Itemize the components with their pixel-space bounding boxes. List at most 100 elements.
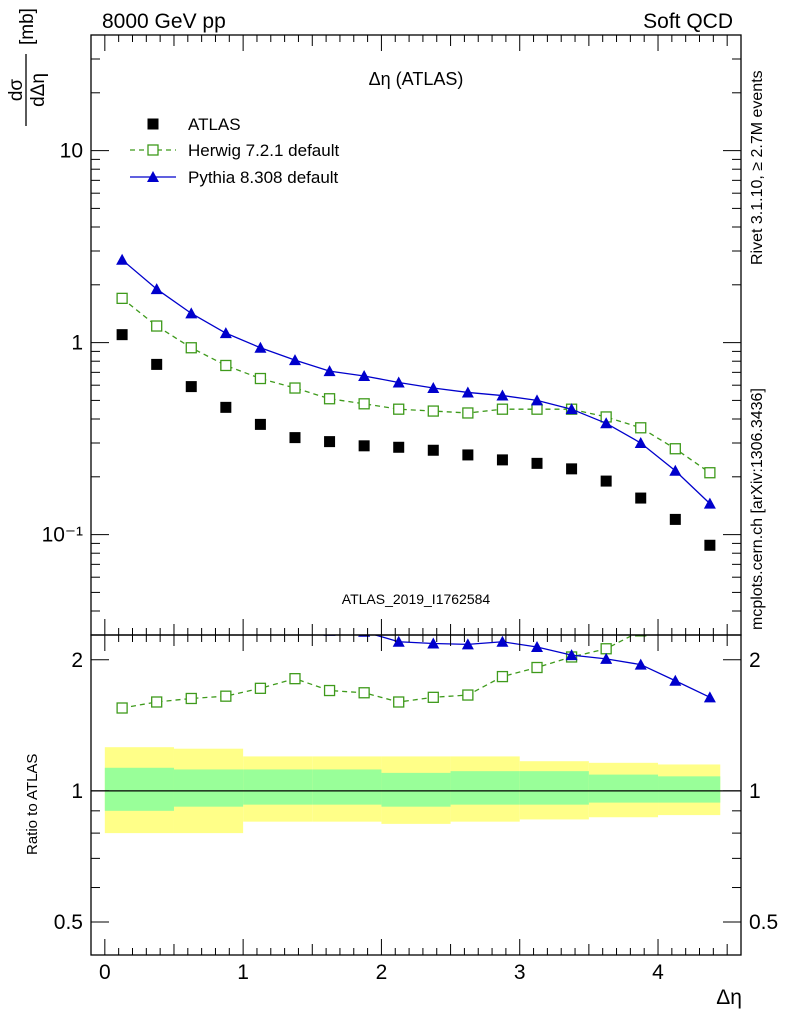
legend-label: Herwig 7.2.1 default	[188, 141, 339, 160]
main-atlas-point	[496, 454, 508, 466]
ratio-herwig-point	[116, 702, 128, 714]
main-atlas-point	[566, 463, 578, 475]
ratio-pythia-point	[254, 613, 266, 624]
ratio-herwig-point	[254, 682, 267, 694]
ratio-herwig-point	[151, 696, 163, 708]
main-pythia-point	[703, 497, 716, 509]
main-pythia-point	[288, 354, 301, 366]
ratio-band-inner	[243, 769, 313, 805]
main-atlas-point	[462, 449, 474, 461]
x-tick-label: 1	[237, 961, 249, 984]
main-ylabel: dσ dΔη [mb]	[6, 8, 49, 126]
main-pythia-point	[358, 369, 371, 381]
main-atlas-point	[220, 401, 232, 413]
ratio-pythia-point	[151, 613, 163, 624]
ratio-herwig-point	[220, 690, 232, 702]
ratio-pythia-point	[496, 635, 509, 647]
x-tick-label: 0	[99, 961, 111, 984]
main-pythia-point	[634, 436, 647, 448]
main-atlas-point	[669, 513, 681, 525]
main-atlas-point	[254, 418, 266, 430]
ratio-herwig-point	[185, 692, 197, 705]
main-pythia-point	[531, 394, 544, 406]
main-pythia-point	[116, 253, 129, 265]
x-axis-label: Δη	[716, 986, 742, 1009]
main-ylabel-den: dΔη	[28, 73, 49, 107]
main-atlas-point	[151, 358, 163, 370]
ratio-herwig-point	[358, 687, 370, 699]
x-tick-label: 4	[652, 961, 664, 984]
main-herwig-point	[116, 292, 128, 305]
main-y-tick-label: 10	[60, 140, 83, 163]
ratio-band-inner	[312, 769, 382, 805]
ratio-pythia-point	[531, 640, 544, 652]
ratio-y-tick-label-right: 2	[749, 649, 761, 672]
ratio-herwig-line	[122, 635, 635, 709]
header-right: Soft QCD	[643, 10, 733, 33]
ratio-herwig-point	[289, 673, 301, 685]
main-atlas-point	[427, 444, 439, 456]
ratio-ylabel: Ratio to ATLAS	[24, 754, 41, 855]
ratio-pythia-line	[373, 635, 711, 698]
ratio-band-inner	[450, 771, 520, 805]
main-pythia-point	[219, 327, 232, 339]
ratio-pythia-point	[461, 638, 474, 650]
ratio-herwig-point	[462, 689, 474, 701]
header-left: 8000 GeV pp	[102, 10, 226, 33]
main-atlas-point	[600, 475, 612, 487]
ratio-pythia-point	[634, 658, 647, 670]
main-pythia-point	[323, 365, 336, 377]
legend-marker	[147, 171, 159, 182]
main-herwig-point	[462, 407, 474, 419]
main-pythia-point	[185, 307, 198, 319]
ratio-herwig-point	[323, 684, 336, 697]
main-herwig-point	[635, 422, 647, 434]
legend-label: Pythia 8.308 default	[188, 168, 339, 187]
ratio-pythia-point	[703, 691, 716, 703]
ratio-herwig-point	[531, 661, 543, 674]
main-herwig-point	[704, 467, 716, 479]
main-herwig-point	[358, 398, 370, 410]
main-herwig-point	[289, 382, 301, 394]
main-herwig-point	[669, 443, 681, 455]
main-herwig-point	[185, 342, 197, 354]
main-atlas-point	[704, 539, 716, 551]
ratio-pythia-point	[565, 649, 578, 661]
x-tick-label: 2	[376, 961, 388, 984]
main-pythia-point	[565, 403, 578, 415]
main-herwig-point	[151, 320, 163, 332]
ratio-herwig-point	[427, 691, 439, 703]
watermark: ATLAS_2019_I1762584	[342, 591, 491, 607]
ratio-y-tick-label-right: 1	[749, 780, 761, 803]
main-herwig-point	[393, 403, 405, 415]
main-atlas-point	[324, 436, 336, 448]
ratio-band-inner	[173, 769, 244, 807]
ratio-y-tick-label: 2	[71, 649, 83, 672]
main-pythia-point	[427, 382, 440, 394]
main-pythia-line	[121, 259, 711, 505]
ratio-y-tick-label: 0.5	[54, 911, 83, 934]
main-atlas-point	[116, 329, 128, 341]
main-atlas-point	[289, 432, 301, 444]
ratio-pythia-point	[669, 674, 682, 686]
ratio-band-inner	[104, 767, 174, 811]
ratio-pythia-point	[427, 637, 440, 649]
ratio-herwig-point	[600, 643, 612, 655]
x-tick-label: 3	[514, 961, 526, 984]
main-ylabel-num: dσ	[6, 79, 27, 102]
ratio-band-inner	[658, 776, 721, 803]
rivet-label: Rivet 3.1.10, ≥ 2.7M events	[749, 70, 766, 265]
main-pythia-point	[669, 464, 682, 476]
ratio-y-tick-label-right: 0.5	[749, 911, 778, 934]
main-herwig-point	[323, 393, 336, 405]
ratio-herwig-point	[496, 670, 509, 683]
ratio-pythia-point	[289, 612, 301, 623]
main-herwig-line	[121, 297, 711, 474]
main-herwig-point	[531, 403, 543, 415]
legend: ATLAS Herwig 7.2.1 default Pythia 8.308 de…	[130, 115, 339, 187]
ratio-pythia-point	[185, 615, 197, 626]
main-atlas-point	[635, 492, 647, 504]
main-pythia-point	[461, 386, 474, 398]
main-title: Δη (ATLAS)	[369, 69, 464, 89]
